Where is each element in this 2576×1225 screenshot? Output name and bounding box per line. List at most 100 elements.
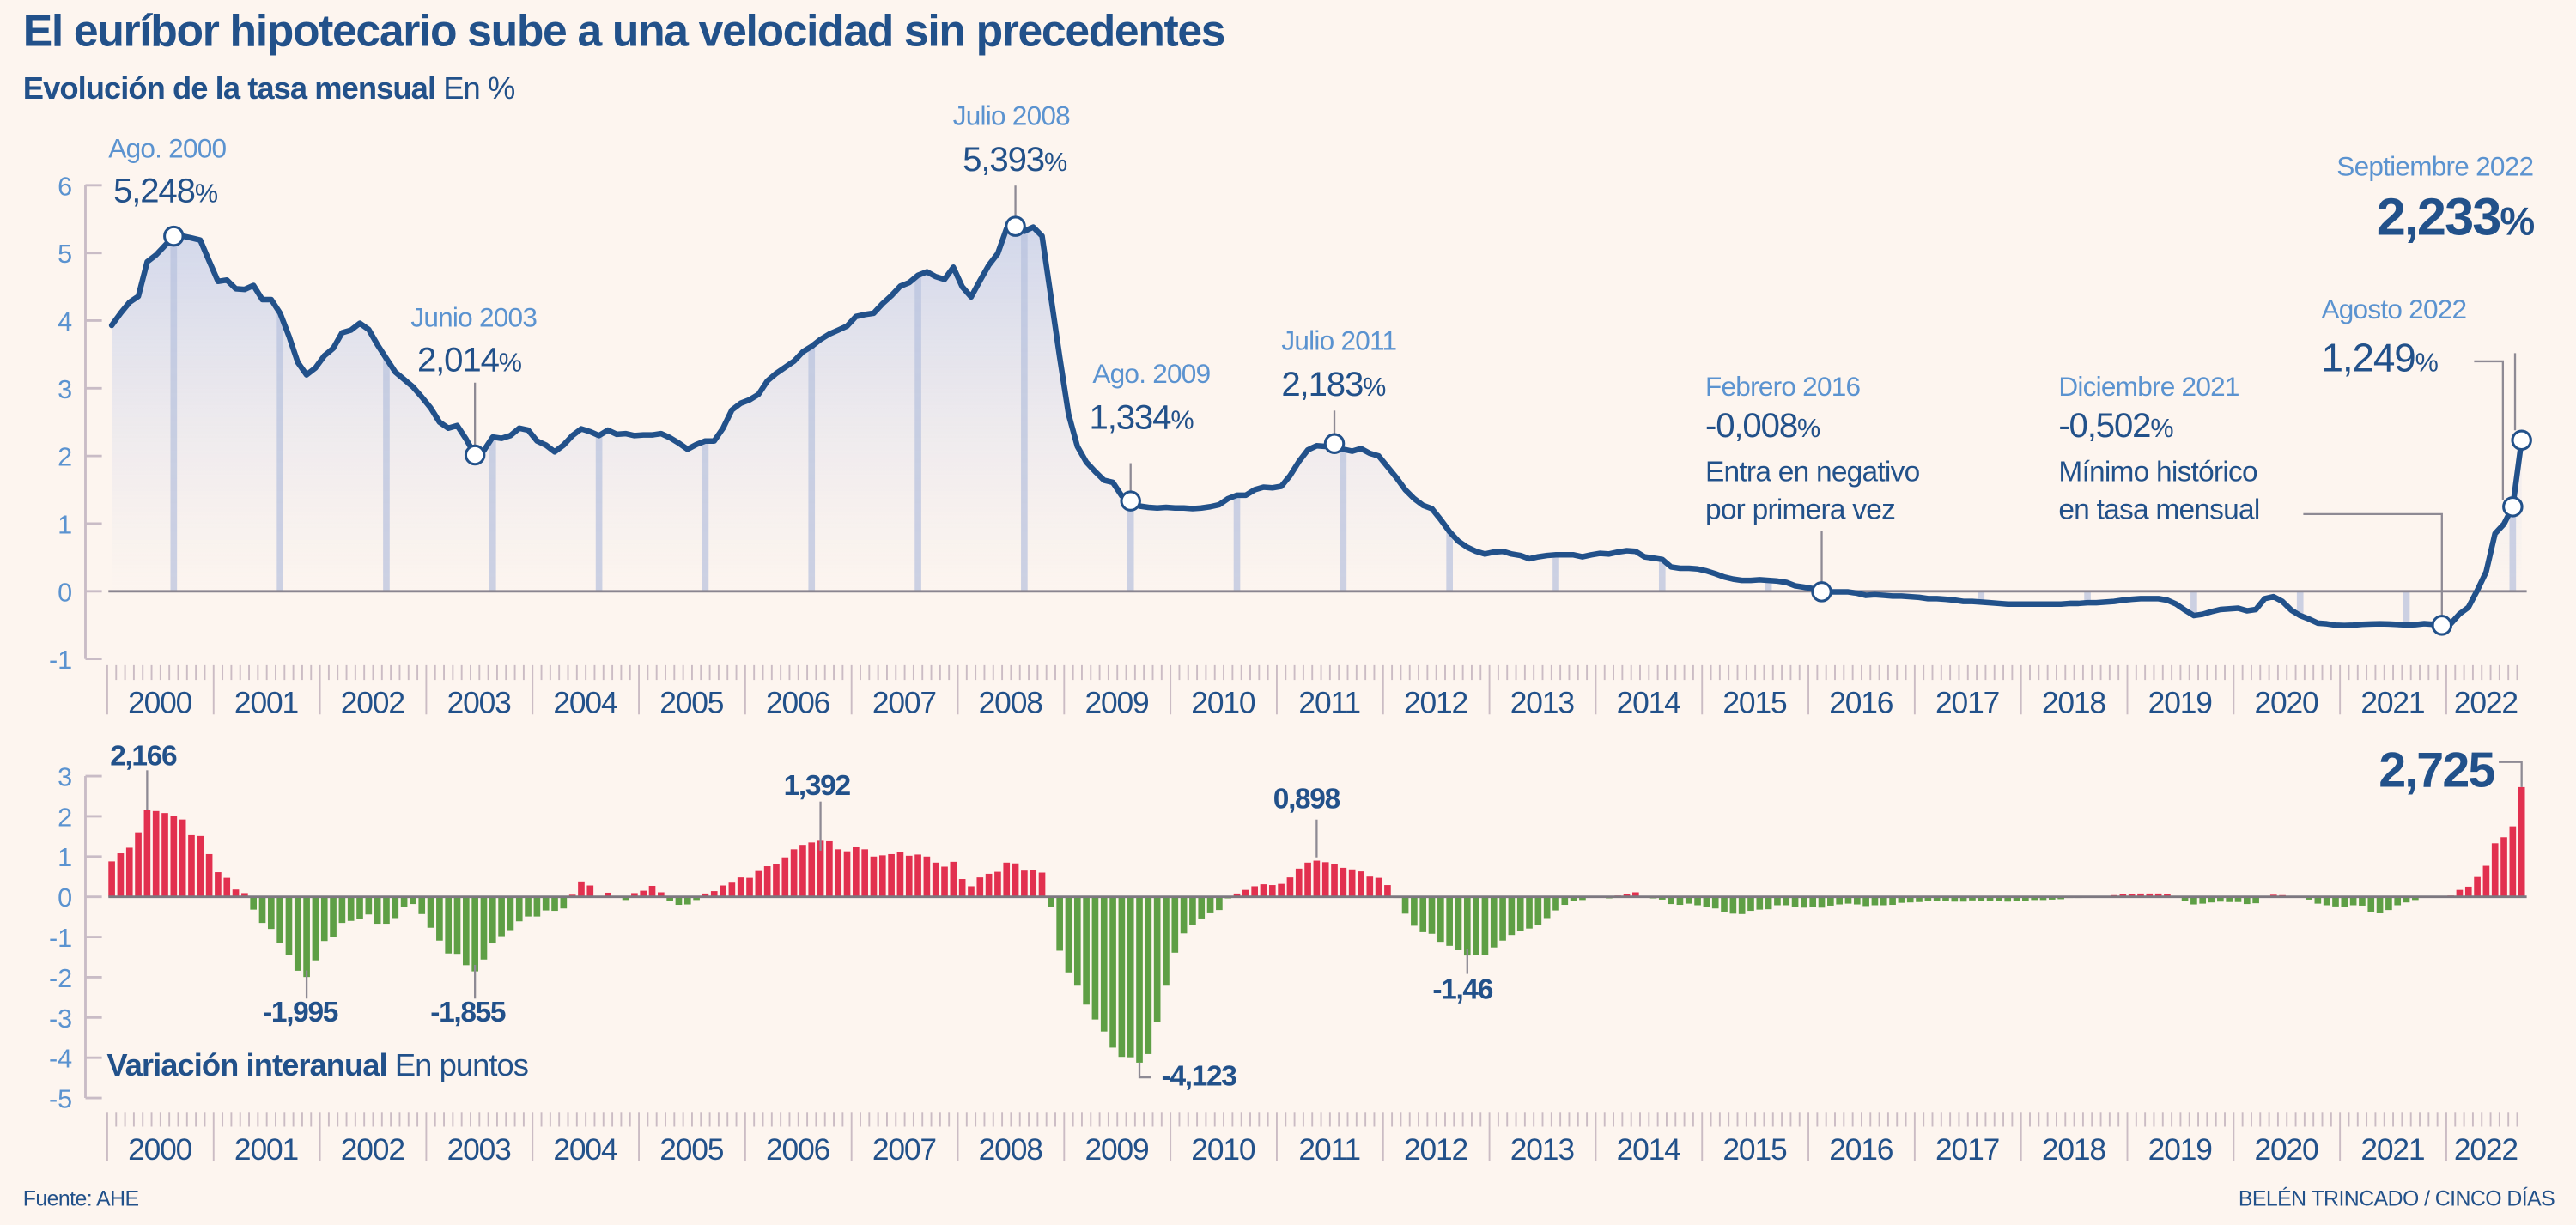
- bottom-chart-caption: Variación interanual En puntos: [106, 1050, 529, 1086]
- annotation-description: Mínimo histórico en tasa mensual: [2058, 453, 2260, 529]
- bar-negative: [2332, 896, 2339, 907]
- bar-negative: [1437, 896, 1444, 943]
- bar-positive: [658, 892, 665, 897]
- bar-negative: [1073, 896, 1081, 986]
- bar-negative: [1898, 896, 1905, 903]
- bar-positive: [108, 861, 115, 897]
- bar-negative: [1836, 896, 1843, 905]
- bar-positive: [746, 877, 753, 897]
- bar-negative: [258, 896, 266, 924]
- value-number: 2,014: [416, 341, 500, 379]
- bar-positive: [950, 861, 957, 897]
- bar-negative: [1543, 896, 1551, 919]
- bar-negative: [525, 896, 532, 917]
- bar-negative: [445, 896, 453, 954]
- bar-negative: [1738, 896, 1746, 914]
- bar-negative: [294, 896, 301, 971]
- bar-negative: [1951, 896, 1959, 902]
- bar-negative: [2367, 896, 2375, 912]
- bar-negative: [1473, 896, 1479, 955]
- bar-positive: [888, 853, 895, 897]
- bar-negative: [1818, 896, 1826, 908]
- bar-positive: [1278, 883, 1285, 897]
- bar-negative: [1774, 896, 1781, 906]
- annotation-value: -0,502%: [2058, 407, 2173, 446]
- bar-negative: [2004, 896, 2012, 902]
- bar-negative: [436, 896, 443, 941]
- description-line: en tasa mensual: [2058, 492, 2260, 526]
- bar-positive: [241, 893, 248, 897]
- leader-line: [2499, 761, 2523, 787]
- annotation-value: 2,014%: [416, 341, 522, 381]
- year-label: 2010: [1191, 1133, 1255, 1167]
- bar-negative: [1499, 896, 1506, 941]
- data-point-marker: [464, 444, 486, 466]
- bar-negative: [1109, 896, 1116, 1048]
- bar-positive: [808, 842, 816, 897]
- value-number: 5,393: [963, 141, 1045, 179]
- year-label: 2019: [2148, 1133, 2212, 1167]
- bar-negative: [1401, 896, 1409, 914]
- y-tick-label: -2: [49, 964, 72, 993]
- data-point-marker: [1811, 581, 1832, 603]
- bar-negative: [1703, 896, 1710, 907]
- bar-positive: [170, 816, 178, 897]
- y-tick-label: -5: [49, 1085, 72, 1114]
- bar-negative: [427, 896, 434, 928]
- bar-positive: [1260, 884, 1267, 897]
- bar-positive: [1295, 868, 1303, 897]
- bar-negative: [463, 896, 470, 966]
- bar-negative: [2199, 896, 2207, 904]
- bar-positive: [179, 819, 186, 897]
- annotation-value: 5,248%: [113, 173, 218, 212]
- value-unit: %: [1170, 407, 1194, 436]
- bar-negative: [2048, 896, 2056, 900]
- bar-negative: [2234, 896, 2242, 902]
- bar-positive: [737, 877, 744, 897]
- bar-negative: [2031, 896, 2038, 901]
- bar-negative: [471, 896, 478, 972]
- year-label: 2006: [766, 686, 830, 719]
- bar-positive: [188, 834, 195, 897]
- bar-positive: [835, 849, 842, 897]
- bar-positive: [578, 881, 585, 897]
- bar-negative: [1171, 896, 1179, 953]
- bar-negative: [1906, 896, 1914, 903]
- bar-negative: [356, 896, 363, 919]
- bar-positive: [763, 866, 771, 897]
- bar-positive: [2500, 837, 2507, 897]
- chart-title: El euríbor hipotecario sube a una veloci…: [22, 6, 1226, 57]
- bar-positive: [1331, 864, 1338, 897]
- bar-annotation: 2,166: [110, 738, 177, 773]
- bar-positive: [702, 893, 709, 897]
- bar-positive: [1375, 877, 1382, 897]
- bar-positive: [914, 854, 921, 897]
- bar-negative: [1163, 896, 1170, 986]
- bar-positive: [631, 893, 638, 897]
- bar-negative: [507, 896, 514, 931]
- bar-positive: [1366, 876, 1374, 897]
- year-label: 2015: [1722, 1133, 1787, 1167]
- bar-negative: [1516, 896, 1524, 931]
- year-label: 2003: [447, 686, 512, 719]
- bar-negative: [1579, 896, 1586, 901]
- value-unit: %: [1044, 149, 1067, 178]
- bar-negative: [1933, 896, 1941, 901]
- leader-line: [2474, 360, 2505, 500]
- data-point-marker: [1323, 433, 1346, 454]
- bar-negative: [489, 896, 496, 944]
- bar-negative: [480, 896, 488, 960]
- year-label: 2011: [1298, 1133, 1359, 1167]
- bar-positive: [1003, 862, 1011, 897]
- bar-negative: [1083, 896, 1090, 1005]
- bar-positive: [223, 877, 231, 897]
- bar-positive: [861, 849, 868, 897]
- bar-negative: [1534, 896, 1542, 925]
- bar-negative: [533, 896, 541, 917]
- bar-positive: [896, 852, 904, 897]
- bar-positive: [2456, 889, 2464, 897]
- year-label: 2005: [659, 686, 724, 719]
- bar-positive: [135, 832, 142, 897]
- bar-positive: [826, 840, 833, 897]
